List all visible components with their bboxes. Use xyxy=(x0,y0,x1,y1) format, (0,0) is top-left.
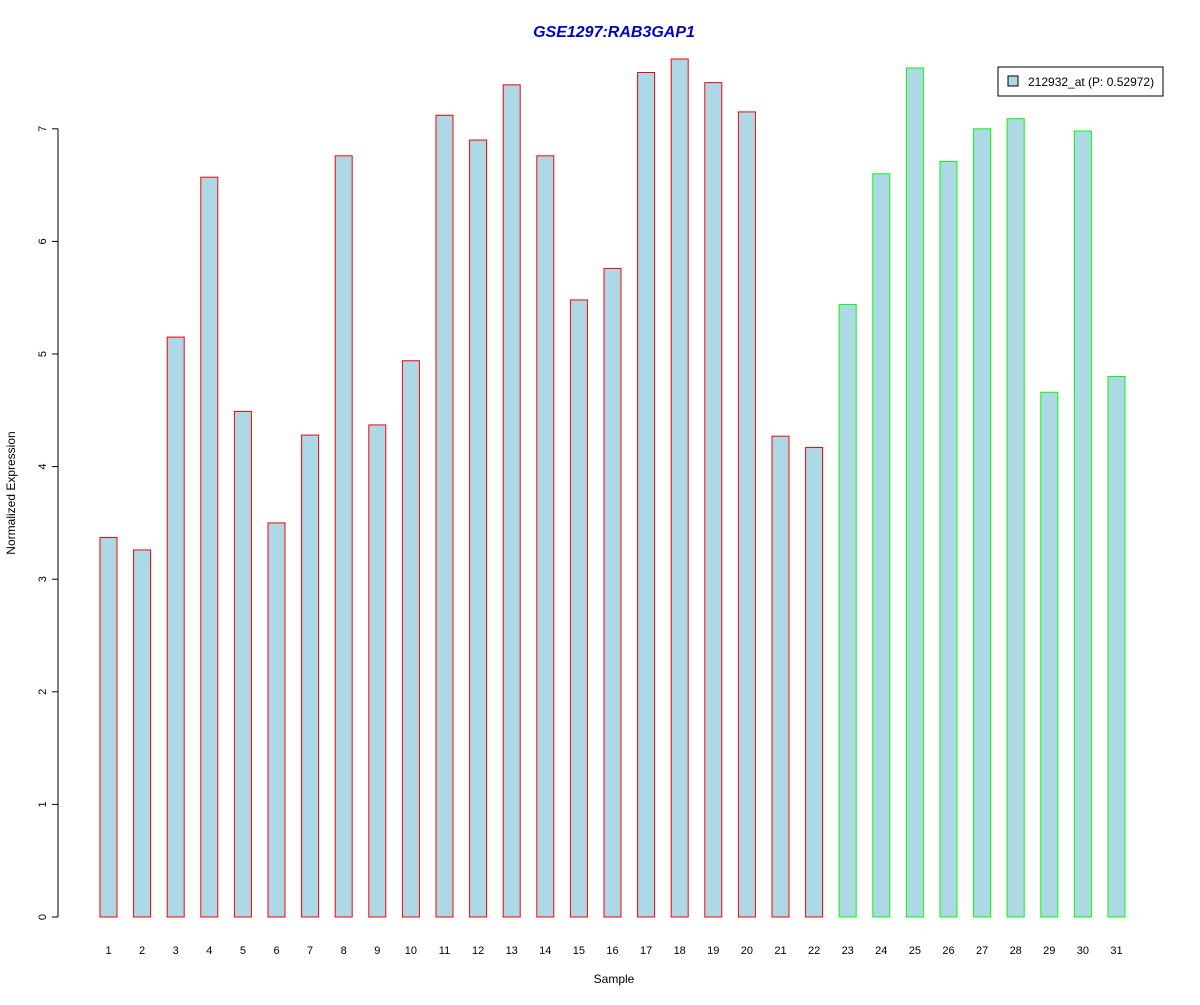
bar-sample-1 xyxy=(99,537,118,918)
bar-sample-16 xyxy=(603,267,622,918)
legend-box xyxy=(997,66,1164,97)
x-tick-label: 29 xyxy=(1043,945,1055,957)
x-tick-label: 2 xyxy=(139,945,145,957)
bar-sample-24 xyxy=(872,173,891,918)
x-tick-label: 11 xyxy=(439,945,450,957)
y-tick-label: 5 xyxy=(37,351,49,357)
x-tick-label: 28 xyxy=(1010,945,1022,957)
bar-sample-15 xyxy=(569,299,588,918)
x-tick-label: 8 xyxy=(341,945,347,957)
legend-swatch xyxy=(1007,75,1019,87)
x-tick-label: 21 xyxy=(774,945,786,957)
y-tick-label: 3 xyxy=(37,576,49,582)
x-tick-label: 3 xyxy=(173,945,179,957)
x-tick-label: 9 xyxy=(374,945,380,957)
x-tick-label: 12 xyxy=(472,945,484,957)
bar-sample-22 xyxy=(805,446,824,918)
bar-sample-9 xyxy=(368,424,387,918)
x-tick-label: 5 xyxy=(240,945,246,957)
x-tick-label: 17 xyxy=(640,945,652,957)
bar-sample-28 xyxy=(1006,118,1025,918)
x-tick-label: 19 xyxy=(707,945,719,957)
x-tick-label: 31 xyxy=(1110,945,1122,957)
x-tick-label: 7 xyxy=(307,945,313,957)
y-tick-label: 4 xyxy=(37,464,49,470)
chart-title: GSE1297:RAB3GAP1 xyxy=(533,24,695,41)
y-axis: 0 1 2 3 4 5 6 7 xyxy=(37,126,59,920)
x-tick-label: 6 xyxy=(273,945,279,957)
bars xyxy=(99,58,1126,918)
bar-sample-4 xyxy=(200,176,219,918)
y-axis-label: Normalized Expression xyxy=(4,431,18,554)
x-axis-label: Sample xyxy=(594,972,635,986)
bar-sample-29 xyxy=(1040,391,1059,918)
x-tick-label: 15 xyxy=(573,945,585,957)
bar-sample-23 xyxy=(838,303,857,918)
y-tick-label: 1 xyxy=(37,801,49,807)
bar-sample-8 xyxy=(334,155,353,918)
bar-sample-10 xyxy=(401,360,420,918)
y-tick-label: 0 xyxy=(37,914,49,920)
x-tick-label: 16 xyxy=(606,945,618,957)
x-tick-label: 4 xyxy=(206,945,212,957)
x-tick-label: 25 xyxy=(909,945,921,957)
bar-sample-19 xyxy=(704,82,723,918)
y-tick-label: 7 xyxy=(37,126,49,132)
bar-sample-13 xyxy=(502,84,521,918)
x-tick-label: 26 xyxy=(942,945,954,957)
x-tick-label: 23 xyxy=(842,945,854,957)
x-axis-ticks: 1 2 3 4 5 6 7 8 9 10 11 12 13 14 15 16 17 18 19 20 21 22 23 24 2… xyxy=(105,945,1122,957)
legend: 212932_at (P: 0.52972) xyxy=(997,66,1164,97)
y-tick-label: 6 xyxy=(37,238,49,244)
x-tick-label: 22 xyxy=(808,945,820,957)
bar-sample-30 xyxy=(1073,130,1092,918)
bar-sample-25 xyxy=(905,67,924,918)
bar-sample-31 xyxy=(1107,376,1126,918)
legend-entry-label: 212932_at (P: 0.52972) xyxy=(1028,75,1154,89)
x-tick-label: 30 xyxy=(1077,945,1089,957)
bar-sample-21 xyxy=(771,435,790,918)
bar-sample-27 xyxy=(973,128,992,918)
x-tick-label: 14 xyxy=(539,945,551,957)
x-tick-label: 27 xyxy=(976,945,988,957)
bar-sample-18 xyxy=(670,58,689,918)
bar-sample-26 xyxy=(939,160,958,918)
x-tick-label: 20 xyxy=(741,945,753,957)
x-tick-label: 10 xyxy=(405,945,417,957)
x-tick-label: 13 xyxy=(506,945,518,957)
bar-sample-12 xyxy=(469,139,488,918)
bar-sample-7 xyxy=(301,434,320,918)
bar-sample-5 xyxy=(233,410,252,918)
bar-sample-3 xyxy=(166,336,185,918)
bar-sample-20 xyxy=(737,111,756,918)
bar-sample-11 xyxy=(435,114,454,918)
y-tick-label: 2 xyxy=(37,689,49,695)
bar-sample-2 xyxy=(133,549,152,918)
x-tick-label: 24 xyxy=(875,945,887,957)
x-tick-label: 18 xyxy=(674,945,686,957)
bar-sample-14 xyxy=(536,155,555,918)
bar-sample-17 xyxy=(637,72,656,918)
x-tick-label: 1 xyxy=(105,945,111,957)
bar-sample-6 xyxy=(267,522,286,918)
